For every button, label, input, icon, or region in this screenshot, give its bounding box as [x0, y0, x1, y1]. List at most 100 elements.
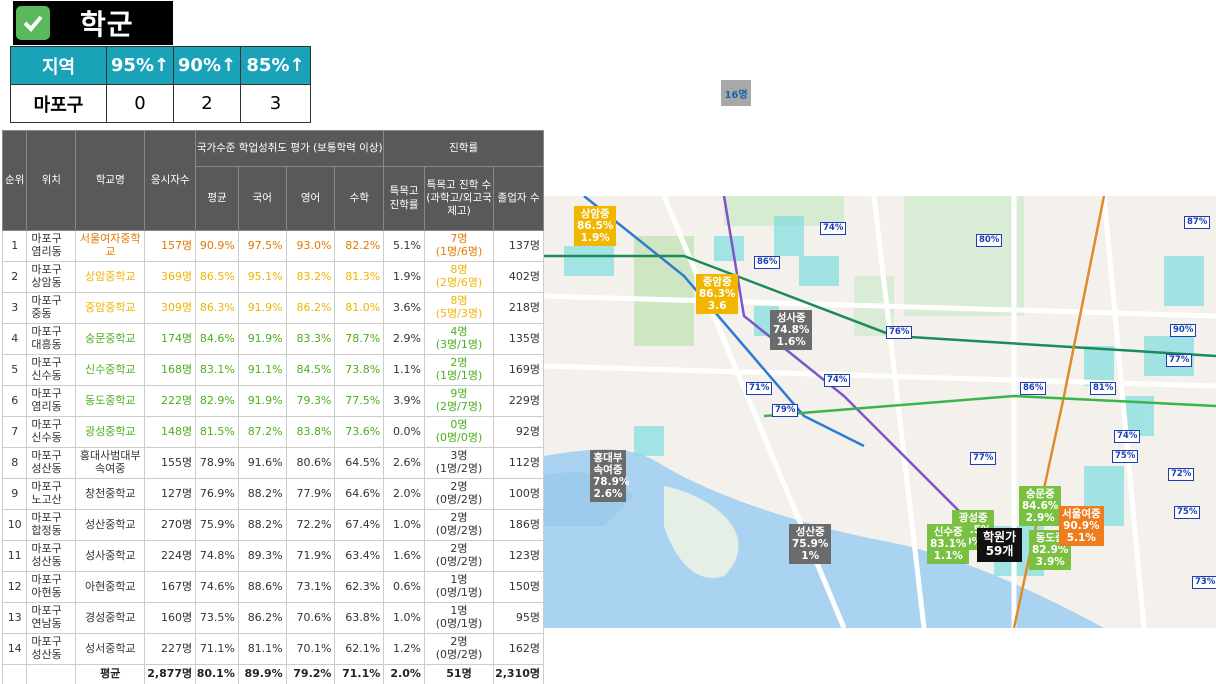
row-rank: 9 [1, 478, 28, 510]
map-flag-icon[interactable]: 73% [1192, 576, 1216, 589]
row-special-total: 2명 [450, 635, 468, 649]
row-korean: 88.6% [237, 571, 287, 603]
map-school-sinsu[interactable]: 신수중 83.1% 1.1% [927, 524, 970, 565]
map-school-seoul-girls[interactable]: 서울여중 90.9% 5.1% [1059, 506, 1104, 547]
row-graduates: 402명 [493, 261, 544, 293]
row-rank: 3 [1, 292, 28, 324]
summary-header-90: 90%↑ [173, 46, 241, 85]
map-flag-icon[interactable]: 75% [1174, 506, 1201, 519]
group-advancement: 진학률 [383, 130, 544, 167]
row-avg: 86.5% [195, 261, 239, 293]
row-location: 마포구 노고산 [26, 478, 77, 510]
row-special-count: 1명 (0명/1명) [423, 602, 495, 634]
map-flag-icon[interactable]: 90% [1170, 324, 1197, 337]
row-count: 309명 [144, 292, 197, 324]
footer-empty [26, 664, 77, 684]
map-school-sangam[interactable]: 상암중 86.5% 1.9% [574, 206, 617, 247]
footer-avg: 80.1% [195, 664, 239, 684]
row-rank: 10 [1, 509, 28, 541]
map-flag-icon[interactable]: 86% [1020, 382, 1047, 395]
row-special-rate: 2.0% [383, 478, 425, 510]
row-graduates: 135명 [493, 323, 544, 355]
summary-region: 마포구 [10, 84, 107, 123]
row-math: 73.8% [334, 354, 385, 386]
row-school: 성서중학교 [75, 633, 146, 665]
footer-sc: 51명 [423, 664, 495, 684]
row-math: 73.6% [334, 416, 385, 448]
row-math: 81.3% [334, 261, 385, 293]
row-special-breakdown: (3명/1명) [435, 338, 483, 351]
row-english: 71.9% [285, 540, 336, 572]
group-evaluation: 국가수준 학업성취도 평가 (보통학력 이상) [195, 130, 385, 167]
col-school: 학교명 [75, 130, 146, 231]
map-school-sungmun[interactable]: 숭문중 84.6% 2.9% [1019, 486, 1062, 527]
row-graduates: 112명 [493, 447, 544, 479]
district-map[interactable]: 상암중 86.5% 1.9% 중암중 86.3% 3.6 성사중 74.8% 1.6% 홍대… [544, 196, 1216, 628]
map-flag-icon[interactable]: 74% [824, 374, 851, 387]
map-school-seongsa[interactable]: 성사중 74.8% 1.6% [770, 310, 813, 351]
summary-count-95: 0 [106, 84, 174, 123]
row-location: 마포구 중동 [26, 292, 77, 324]
map-flag-icon[interactable]: 72% [1168, 468, 1195, 481]
map-flag-icon[interactable]: 79% [772, 404, 799, 417]
row-special-rate: 1.1% [383, 354, 425, 386]
map-flag-icon[interactable]: 81% [1090, 382, 1117, 395]
row-rank: 4 [1, 323, 28, 355]
summary-header-95: 95%↑ [106, 46, 174, 85]
row-avg: 74.8% [195, 540, 239, 572]
map-flag-icon[interactable]: 86% [754, 256, 781, 269]
row-english: 93.0% [285, 230, 336, 262]
map-flag-icon[interactable]: 77% [970, 452, 997, 465]
map-school-seongsan[interactable]: 성산중 75.9% 1% [789, 524, 832, 565]
row-school: 경성중학교 [75, 602, 146, 634]
row-korean: 88.2% [237, 509, 287, 541]
row-avg: 90.9% [195, 230, 239, 262]
row-special-count: 3명 (1명/2명) [423, 447, 495, 479]
row-rank: 1 [1, 230, 28, 262]
row-special-rate: 1.6% [383, 540, 425, 572]
row-math: 64.6% [334, 478, 385, 510]
footer-math: 71.1% [334, 664, 385, 684]
row-special-rate: 0.0% [383, 416, 425, 448]
map-count-label: 16명 [721, 80, 751, 106]
map-academy-label[interactable]: 학원가 59개 [977, 528, 1023, 562]
row-avg: 82.9% [195, 385, 239, 417]
row-graduates: 150명 [493, 571, 544, 603]
footer-kor: 89.9% [237, 664, 287, 684]
row-school: 중암중학교 [75, 292, 146, 324]
row-avg: 81.5% [195, 416, 239, 448]
row-english: 79.3% [285, 385, 336, 417]
row-math: 63.8% [334, 602, 385, 634]
map-flag-icon[interactable]: 76% [886, 326, 913, 339]
map-flag-icon[interactable]: 74% [820, 222, 847, 235]
map-flag-icon[interactable]: 77% [1166, 354, 1193, 367]
map-flag-icon[interactable]: 75% [1112, 450, 1139, 463]
row-avg: 71.1% [195, 633, 239, 665]
map-flag-icon[interactable]: 87% [1184, 216, 1211, 229]
col-special-count: 특목고 진학 수 (과학고/외고국제고) [423, 166, 495, 231]
map-school-jungam[interactable]: 중암중 86.3% 3.6 [696, 274, 739, 315]
row-english: 86.2% [285, 292, 336, 324]
row-rank: 5 [1, 354, 28, 386]
row-rank: 11 [1, 540, 28, 572]
row-school: 홍대사범대부속여중 [75, 447, 146, 479]
row-special-breakdown: (0명/1명) [435, 586, 483, 599]
footer-label: 평균 [75, 664, 146, 684]
row-korean: 91.9% [237, 292, 287, 324]
map-flag-icon[interactable]: 71% [746, 382, 773, 395]
map-flag-icon[interactable]: 74% [1114, 430, 1141, 443]
row-graduates: 92명 [493, 416, 544, 448]
row-special-rate: 2.6% [383, 447, 425, 479]
row-location: 마포구 염리동 [26, 230, 77, 262]
map-school-hongdae-girls[interactable]: 홍대부속여중 78.9% 2.6% [590, 450, 629, 503]
row-graduates: 100명 [493, 478, 544, 510]
summary-count-90: 2 [173, 84, 241, 123]
row-special-rate: 3.9% [383, 385, 425, 417]
section-title: 학군 [80, 8, 134, 41]
row-graduates: 123명 [493, 540, 544, 572]
col-korean: 국어 [237, 166, 287, 231]
map-flag-icon[interactable]: 80% [976, 234, 1003, 247]
row-korean: 91.1% [237, 354, 287, 386]
table-row: 12 마포구 아현동 아현중학교 167명 74.6% 88.6% 73.1% 62.3% 0.… [1, 571, 544, 603]
table-row: 13 마포구 연남동 경성중학교 160명 73.5% 86.2% 70.6% 63.8% 1.… [1, 602, 544, 634]
